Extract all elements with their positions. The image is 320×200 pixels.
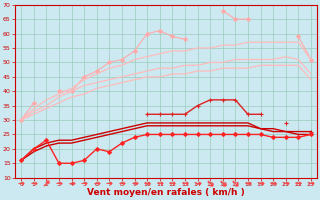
- X-axis label: Vent moyen/en rafales ( km/h ): Vent moyen/en rafales ( km/h ): [87, 188, 245, 197]
